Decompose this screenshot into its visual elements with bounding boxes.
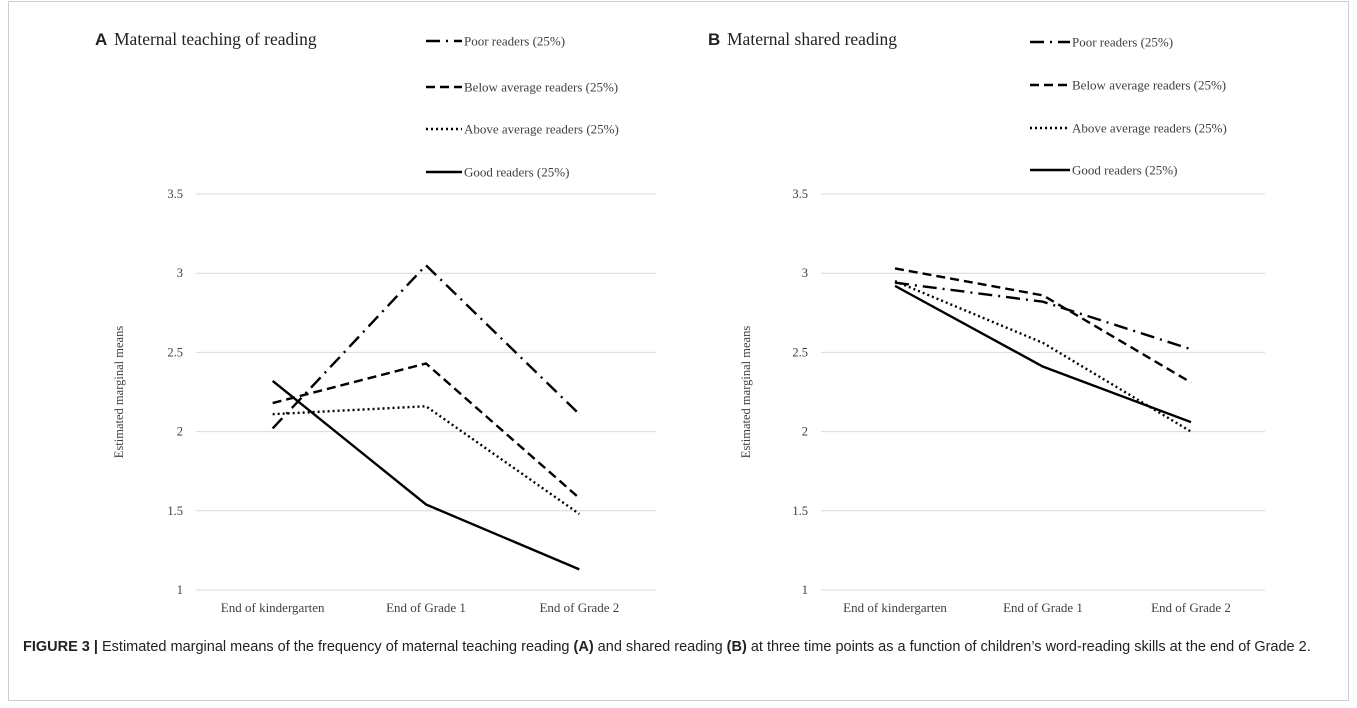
legend-label: Poor readers (25%) [1072, 35, 1173, 50]
series-line [894, 280, 1192, 433]
panel-letter: A [95, 30, 107, 49]
caption-text-1: Estimated marginal means of the frequenc… [97, 639, 574, 655]
y-tick-label: 2 [802, 425, 808, 439]
y-tick-label: 3.5 [167, 187, 183, 201]
series-line [272, 362, 581, 500]
y-tick-label: 1.5 [167, 504, 183, 518]
x-tick-label: End of Grade 1 [1003, 600, 1083, 615]
x-tick-label: End of Grade 1 [386, 600, 466, 615]
y-axis-label: Estimated marginal means [739, 326, 753, 459]
figure-3: 1 1.5 2 2.5 3 3.5 End of kindergarten End of Gr… [95, 29, 1265, 615]
legend-label: Below average readers (25%) [464, 80, 618, 95]
legend-label: Good readers (25%) [1072, 163, 1177, 178]
y-tick-label: 2.5 [792, 345, 808, 359]
caption-ref-b: (B) [726, 639, 747, 655]
x-tick-label: End of kindergarten [843, 600, 947, 615]
figure-frame [8, 1, 1349, 701]
legend: Poor readers (25%) Below average readers … [1030, 35, 1227, 178]
x-tick-label: End of Grade 2 [539, 600, 619, 615]
panel-title: Maternal teaching of reading [114, 29, 317, 49]
caption-text-3: at three time points as a function of ch… [746, 639, 1311, 655]
y-tick-label: 2.5 [167, 345, 183, 359]
legend-label: Good readers (25%) [464, 165, 569, 180]
caption-text-2: and shared reading [593, 639, 727, 655]
y-axis-label: Estimated marginal means [112, 326, 126, 459]
legend-label: Above average readers (25%) [464, 122, 619, 137]
legend: Poor readers (25%) Below average readers … [426, 34, 619, 180]
panel-title: Maternal shared reading [727, 29, 897, 49]
series-line [271, 264, 581, 430]
y-tick-label: 3.5 [792, 187, 808, 201]
legend-label: Above average readers (25%) [1072, 121, 1227, 136]
y-tick-label: 3 [177, 266, 183, 280]
y-tick-label: 1.5 [792, 504, 808, 518]
chart-panel-a: 1 1.5 2 2.5 3 3.5 End of kindergarten End of Gr… [95, 29, 656, 615]
x-tick-label: End of Grade 2 [1151, 600, 1231, 615]
series-line [894, 284, 1192, 424]
figure-caption: FIGURE 3 | Estimated marginal means of t… [23, 636, 1323, 659]
panel-letter: B [708, 30, 720, 49]
chart-panel-b: 1 1.5 2 2.5 3 3.5 End of kindergarten End of Gr… [708, 29, 1265, 615]
y-tick-label: 1 [177, 583, 183, 597]
series-line [272, 405, 581, 515]
y-tick-label: 3 [802, 266, 808, 280]
series-line [894, 281, 1192, 351]
series-line [894, 267, 1192, 384]
legend-label: Below average readers (25%) [1072, 78, 1226, 93]
y-tick-label: 1 [802, 583, 808, 597]
x-tick-label: End of kindergarten [221, 600, 325, 615]
legend-label: Poor readers (25%) [464, 34, 565, 49]
caption-label: FIGURE 3 | [23, 639, 98, 655]
y-tick-label: 2 [177, 425, 183, 439]
caption-ref-a: (A) [573, 639, 594, 655]
series-line [271, 379, 580, 571]
